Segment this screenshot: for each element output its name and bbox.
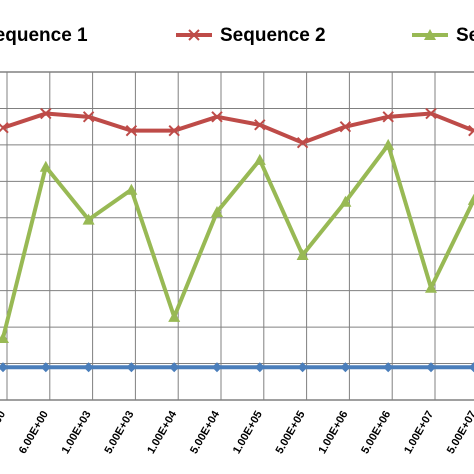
marker xyxy=(254,362,265,373)
marker xyxy=(0,362,8,373)
marker xyxy=(40,362,51,373)
x-tick-label: 5.00E+03 xyxy=(102,409,136,456)
legend-label: Sequence 1 xyxy=(0,25,88,46)
x-tick-label: 1.00E+04 xyxy=(145,408,180,456)
marker xyxy=(211,205,223,217)
x-tick-label: 5.00E+05 xyxy=(274,409,308,456)
x-tick-label: 5.00E+07 xyxy=(445,409,474,456)
marker xyxy=(82,213,95,225)
marker xyxy=(425,107,437,120)
marker xyxy=(382,111,394,123)
marker xyxy=(211,111,223,123)
marker xyxy=(168,124,180,137)
marker xyxy=(40,107,52,120)
marker xyxy=(426,362,436,373)
marker xyxy=(125,124,138,137)
marker xyxy=(340,362,351,373)
x-tick-label: 1.00E+07 xyxy=(402,409,436,456)
marker xyxy=(297,362,308,373)
series-line xyxy=(2,111,474,145)
x-tick-label: 5.00E+04 xyxy=(188,408,223,456)
x-tick-label: 1.00E+00 xyxy=(0,409,8,456)
marker xyxy=(126,362,137,373)
x-tick-label: 5.00E+06 xyxy=(359,409,393,456)
plot-border xyxy=(0,71,474,401)
marker xyxy=(425,281,437,293)
marker xyxy=(0,122,9,134)
marker xyxy=(467,193,474,205)
marker xyxy=(39,160,52,172)
legend-label: Sequence 3 xyxy=(456,25,474,46)
x-tick-label: 1.00E+05 xyxy=(231,409,265,456)
marker xyxy=(254,119,266,131)
marker xyxy=(169,362,180,373)
x-tick-label: 1.00E+03 xyxy=(60,409,94,456)
marker xyxy=(339,120,352,133)
marker xyxy=(253,153,266,165)
marker xyxy=(339,195,352,207)
marker xyxy=(468,362,474,373)
marker xyxy=(188,29,200,41)
marker xyxy=(212,362,222,373)
x-tick-label: 6.00E+00 xyxy=(17,409,51,456)
marker xyxy=(0,332,9,344)
marker xyxy=(83,362,94,373)
marker xyxy=(82,111,95,123)
series-line xyxy=(1,142,474,339)
x-tick-label: 1.00E+06 xyxy=(316,409,350,456)
marker xyxy=(296,136,309,149)
marker xyxy=(296,248,309,260)
marker xyxy=(168,310,181,322)
marker xyxy=(382,138,395,150)
marker xyxy=(383,362,394,373)
marker xyxy=(424,29,436,40)
marker xyxy=(125,183,138,195)
legend-label: Sequence 2 xyxy=(220,25,326,46)
